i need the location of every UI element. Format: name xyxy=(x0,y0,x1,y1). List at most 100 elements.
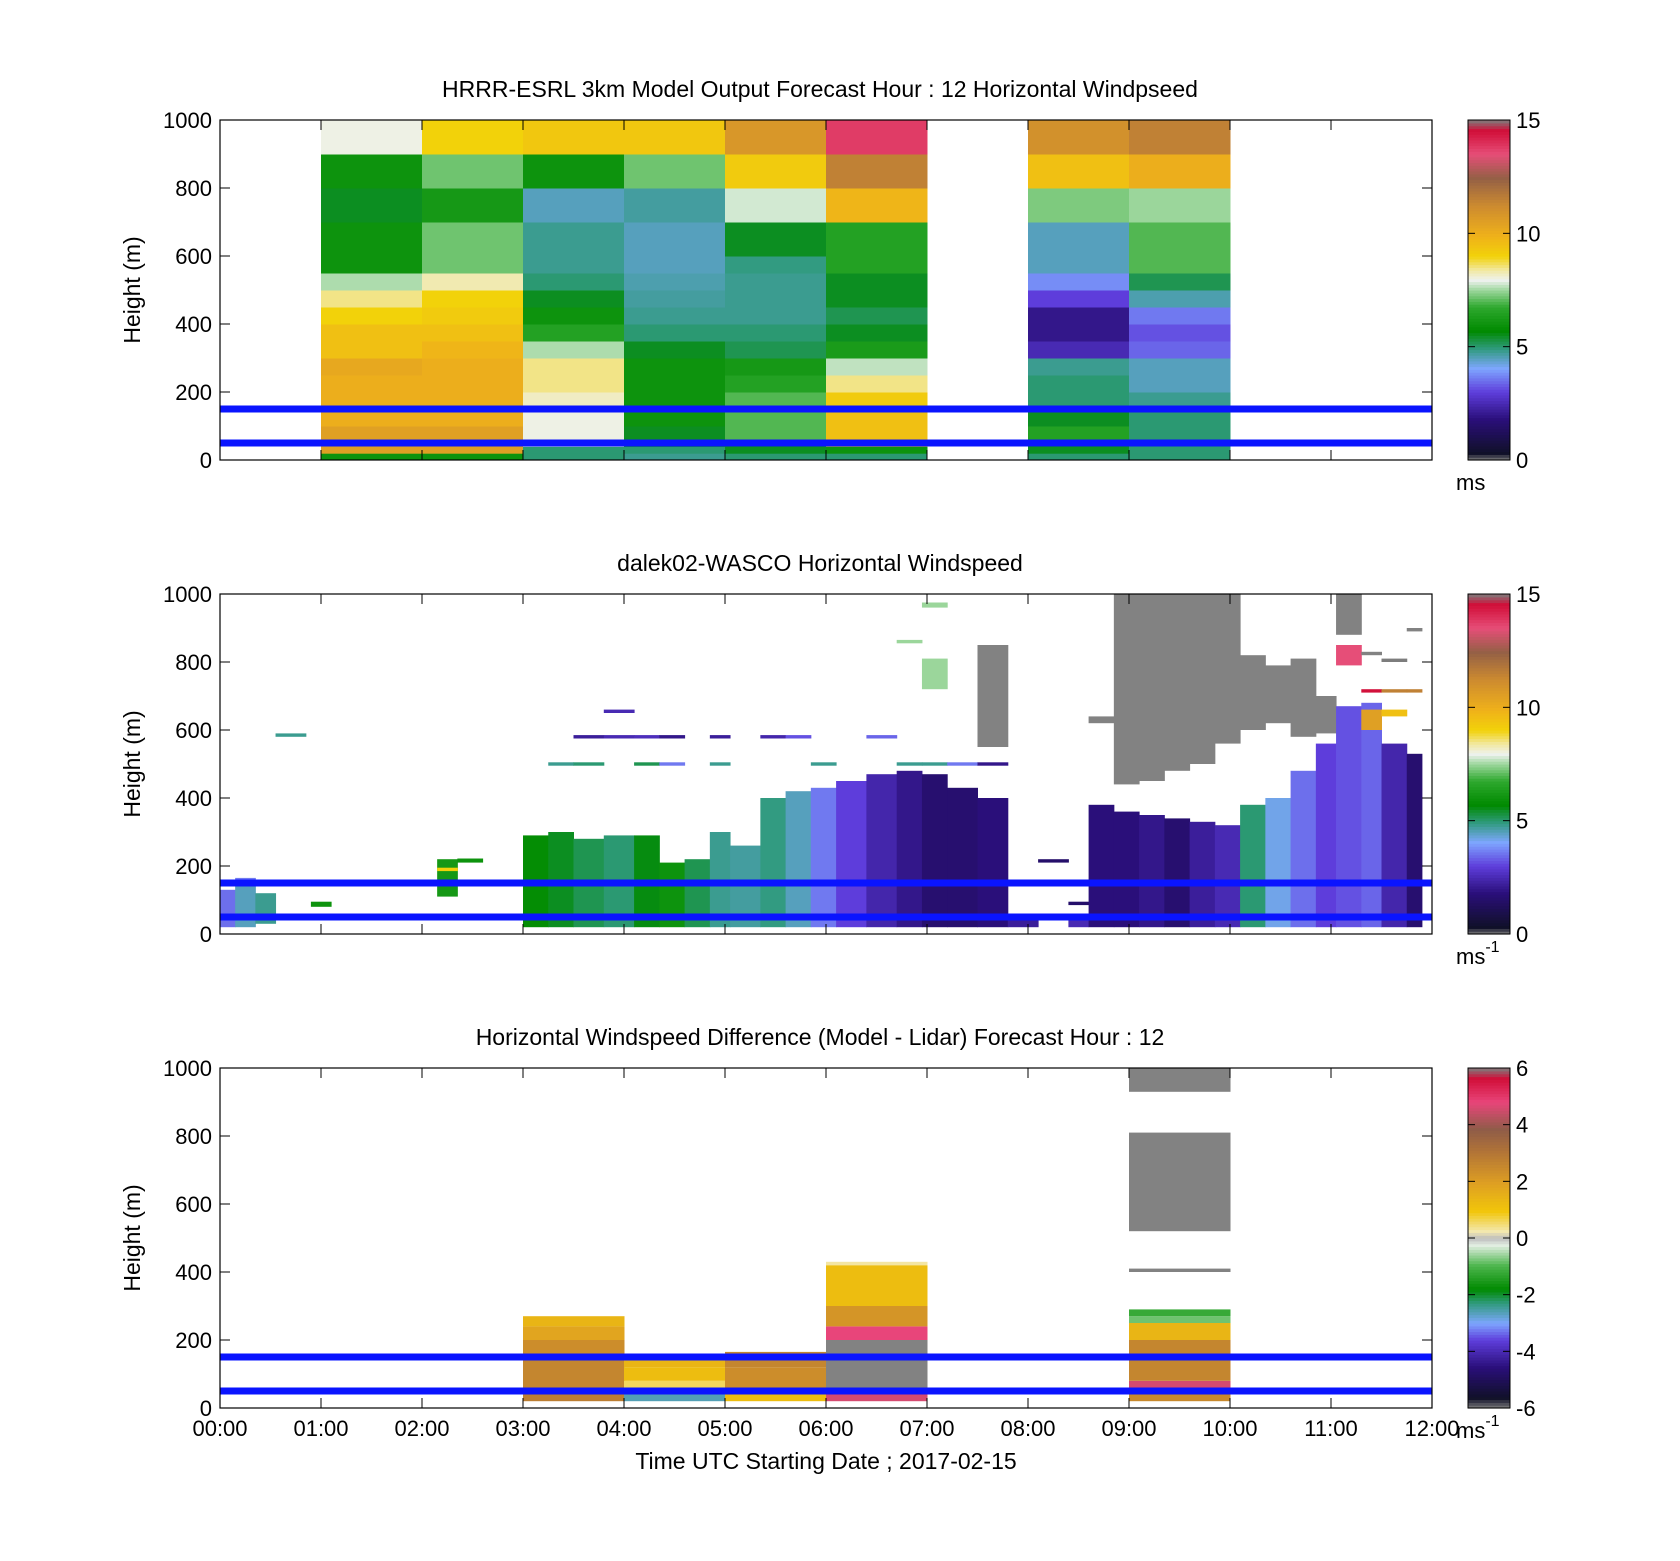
colorbar-swatch xyxy=(1468,866,1510,870)
colorbar-swatch xyxy=(1468,806,1510,810)
lidar-windspeed-panel: dalek02-WASCO Horizontal Windspeed 0 200 4… xyxy=(119,550,1540,969)
heat-cell xyxy=(321,392,423,410)
heat-cell xyxy=(523,290,625,308)
colorbar-swatch xyxy=(1468,400,1510,404)
colorbar-swatch xyxy=(1468,905,1510,910)
colorbar-swatch xyxy=(1468,139,1510,144)
y-tick-label: 0 xyxy=(200,448,212,473)
colorbar-swatch xyxy=(1468,1359,1510,1364)
heat-cell xyxy=(725,324,827,342)
y-tick-label: 0 xyxy=(200,1396,212,1421)
heat-cell xyxy=(725,453,827,461)
heat-cell xyxy=(1028,453,1130,461)
colorbar-swatch xyxy=(1468,925,1510,929)
colorbar-swatch xyxy=(1468,1178,1510,1182)
y-tick-label: 600 xyxy=(175,1192,212,1217)
colorbar-swatch xyxy=(1468,800,1510,805)
colorbar-swatch xyxy=(1468,908,1510,912)
colorbar-swatch xyxy=(1468,241,1510,246)
colorbar-swatch xyxy=(1468,857,1510,861)
x-tick-label: 07:00 xyxy=(899,1416,954,1441)
colorbar-swatch xyxy=(1468,766,1510,771)
heat-cell xyxy=(826,446,928,454)
colorbar-swatch xyxy=(1468,332,1510,336)
colorbar-swatch xyxy=(1468,1070,1510,1075)
colorbar-swatch xyxy=(1468,1342,1510,1347)
colorbar-swatch xyxy=(1468,707,1510,711)
colorbar-swatch xyxy=(1468,256,1510,260)
colorbar-swatch xyxy=(1468,230,1510,234)
colorbar-swatch xyxy=(1468,917,1510,921)
heat-cell xyxy=(624,290,726,308)
colorbar-swatch xyxy=(1468,1110,1510,1114)
colorbar-swatch xyxy=(1468,1121,1510,1126)
colorbar-swatch xyxy=(1468,448,1510,453)
x-tick-label: 12:00 xyxy=(1404,1416,1459,1441)
colorbar-swatch xyxy=(1468,145,1510,149)
heat-cell xyxy=(977,645,1009,747)
colorbar-swatch xyxy=(1468,843,1510,847)
colorbar-swatch xyxy=(1468,817,1510,822)
colorbar-swatch xyxy=(1468,190,1510,195)
colorbar-swatch xyxy=(1468,710,1510,714)
heat-cell xyxy=(1028,154,1130,189)
heat-cell xyxy=(1129,409,1231,427)
colorbar-swatch xyxy=(1468,1246,1510,1250)
colorbar-swatch xyxy=(1468,645,1510,649)
colorbar-swatch xyxy=(1468,1283,1510,1287)
colorbar-swatch xyxy=(1468,358,1510,362)
colorbar-swatch xyxy=(1468,664,1510,669)
colorbar-swatch xyxy=(1468,207,1510,212)
colorbar-swatch xyxy=(1468,199,1510,203)
model-windspeed-panel: HRRR-ESRL 3km Model Output Forecast Hour… xyxy=(119,76,1540,495)
heat-cell xyxy=(1129,341,1231,359)
colorbar-swatch xyxy=(1468,789,1510,793)
y-tick-label: 400 xyxy=(175,786,212,811)
colorbar-tick-label: 4 xyxy=(1516,1113,1528,1138)
colorbar-swatch xyxy=(1468,1124,1510,1129)
colorbar-swatch xyxy=(1468,1093,1510,1097)
heat-cell xyxy=(1336,706,1362,928)
colorbar-swatch xyxy=(1468,1388,1510,1392)
colorbar-swatch xyxy=(1468,227,1510,232)
heat-cell xyxy=(548,762,574,766)
colorbar-swatch xyxy=(1468,366,1510,370)
colorbar-swatch xyxy=(1468,321,1510,325)
colorbar-swatch xyxy=(1468,386,1510,390)
model-colorbar: 0 5 10 15 ms xyxy=(1456,108,1540,495)
x-tick-label: 01:00 xyxy=(293,1416,348,1441)
colorbar-swatch xyxy=(1468,860,1510,864)
colorbar-tick-label: 2 xyxy=(1516,1169,1528,1194)
y-tick-label: 400 xyxy=(175,1260,212,1285)
colorbar-swatch xyxy=(1468,1368,1510,1372)
colorbar-swatch xyxy=(1468,783,1510,788)
colorbar-swatch xyxy=(1468,329,1510,334)
colorbar-swatch xyxy=(1468,318,1510,322)
heat-cell xyxy=(760,798,787,928)
colorbar-swatch xyxy=(1468,1345,1510,1350)
colorbar-swatch xyxy=(1468,911,1510,915)
colorbar-swatch xyxy=(1468,1099,1510,1103)
colorbar-swatch xyxy=(1468,888,1510,893)
colorbar-swatch xyxy=(1468,900,1510,904)
colorbar-swatch xyxy=(1468,1141,1510,1146)
heat-cell xyxy=(1129,1068,1231,1092)
x-tick-label: 04:00 xyxy=(596,1416,651,1441)
colorbar-swatch xyxy=(1468,244,1510,249)
heat-cell xyxy=(624,1367,726,1381)
heat-cell xyxy=(826,1394,928,1402)
heat-cell xyxy=(1361,709,1382,730)
colorbar-swatch xyxy=(1468,834,1510,839)
y-tick-label: 1000 xyxy=(163,582,212,607)
x-tick-label: 05:00 xyxy=(697,1416,752,1441)
colorbar-swatch xyxy=(1468,437,1510,441)
heat-cell xyxy=(826,1306,928,1327)
colorbar-swatch xyxy=(1468,281,1510,285)
heat-cell xyxy=(826,273,928,291)
heat-cell xyxy=(725,256,827,274)
colorbar-swatch xyxy=(1468,826,1510,830)
heat-cell xyxy=(826,307,928,325)
colorbar-swatch xyxy=(1468,735,1510,740)
model-y-axis-label: Height (m) xyxy=(119,236,145,343)
